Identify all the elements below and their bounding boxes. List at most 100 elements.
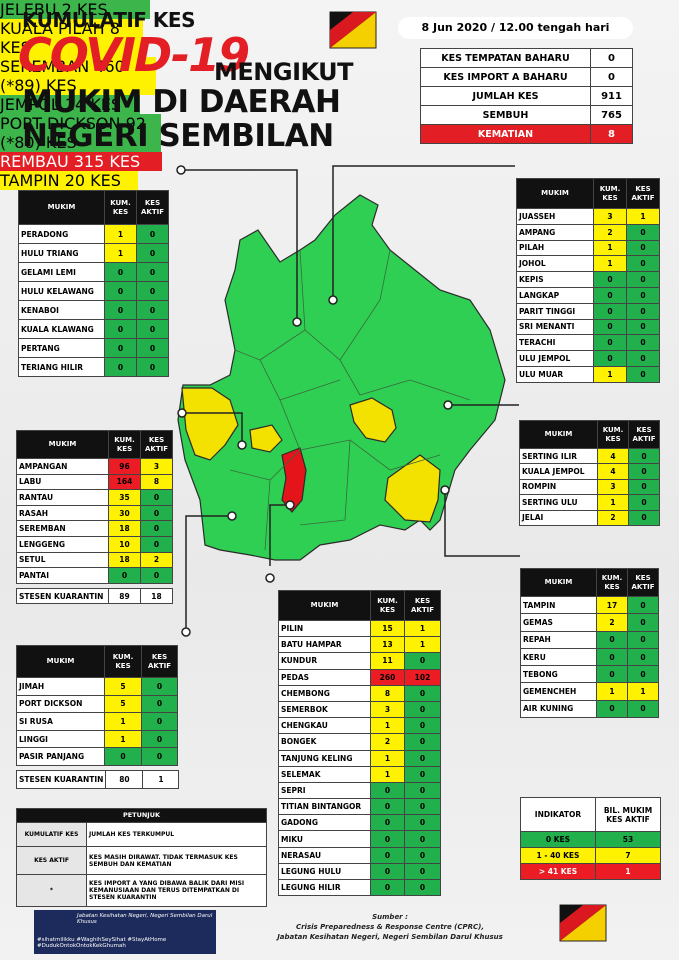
summary-value: 911 bbox=[590, 86, 633, 106]
active-cases: 0 bbox=[627, 665, 659, 684]
mukim-row: GEMENCHEH 1 1 bbox=[520, 682, 659, 701]
legend-term: KUMULATIF KES bbox=[16, 822, 87, 847]
mukim-name: PERADONG bbox=[18, 224, 105, 244]
mukim-row: SETUL 18 2 bbox=[16, 551, 173, 569]
cumulative-cases: 11 bbox=[370, 652, 405, 670]
mukim-row: ULU JEMPOL 0 0 bbox=[516, 350, 660, 367]
cumulative-cases: 1 bbox=[593, 255, 627, 273]
cumulative-cases: 1 bbox=[104, 224, 137, 244]
column-header: MUKIM bbox=[516, 178, 594, 209]
mukim-name: LEGUNG HILIR bbox=[278, 878, 371, 897]
mukim-name: SERTING ULU bbox=[519, 494, 598, 511]
mukim-name: STESEN KUARANTIN bbox=[16, 587, 109, 605]
cumulative-cases: 260 bbox=[370, 668, 405, 686]
mukim-name: MIKU bbox=[278, 830, 371, 848]
connector-dot bbox=[292, 317, 302, 327]
header-row: MUKIM KUM. KES KES AKTIF bbox=[16, 645, 178, 678]
cumulative-cases: 0 bbox=[370, 862, 405, 881]
header-row: MUKIM KUM. KES KES AKTIF bbox=[18, 190, 169, 225]
mukim-row: NERASAU 0 0 bbox=[278, 846, 441, 864]
summary-label: KEMATIAN bbox=[420, 124, 591, 144]
cumulative-cases: 0 bbox=[596, 647, 628, 667]
title-line: KUMULATIF KES bbox=[22, 8, 195, 32]
mukim-row: REPAH 0 0 bbox=[520, 630, 659, 649]
mukim-row: SEMERBOK 3 0 bbox=[278, 700, 441, 719]
mukim-name: TAMPIN bbox=[520, 595, 597, 615]
connector-dot bbox=[440, 485, 450, 495]
mukim-name: TITIAN BINTANGOR bbox=[278, 798, 371, 816]
cumulative-cases: 96 bbox=[108, 458, 141, 475]
cumulative-cases: 1 bbox=[593, 365, 627, 383]
mukim-row: JELAI 2 0 bbox=[519, 509, 660, 526]
active-cases: 0 bbox=[140, 567, 173, 584]
connector-dot bbox=[181, 627, 191, 637]
mukim-name: KEPIS bbox=[516, 271, 594, 288]
cumulative-cases: 89 bbox=[108, 587, 141, 605]
mukim-name: TERIANG HILIR bbox=[18, 357, 105, 377]
mukim-row: LEGUNG HULU 0 0 bbox=[278, 862, 441, 881]
active-cases: 0 bbox=[628, 447, 660, 465]
cumulative-cases: 2 bbox=[597, 509, 629, 526]
connectors bbox=[176, 165, 520, 637]
hashtags: #DudukOntokOntokKekGhumah bbox=[37, 943, 126, 949]
legend-term: KES AKTIF bbox=[16, 846, 87, 875]
summary-row: KES IMPORT A BAHARU 0 bbox=[420, 67, 633, 87]
mukim-row: SERTING ULU 1 0 bbox=[519, 494, 660, 511]
district-title: JEMPOL 14 KES bbox=[0, 95, 140, 114]
active-cases: 0 bbox=[140, 489, 173, 506]
active-cases: 0 bbox=[404, 781, 441, 800]
active-cases: 0 bbox=[136, 281, 169, 301]
active-cases: 0 bbox=[136, 319, 169, 339]
summary-label: JUMLAH KES bbox=[420, 86, 591, 106]
active-cases: 0 bbox=[627, 595, 659, 615]
mukim-row: PORT DICKSON 5 0 bbox=[16, 694, 178, 714]
cumulative-cases: 13 bbox=[370, 636, 405, 654]
mukim-name: LEGUNG HULU bbox=[278, 862, 371, 881]
column-header: MUKIM bbox=[16, 430, 109, 459]
indicator-count: 53 bbox=[595, 831, 661, 848]
flag-icon-top bbox=[329, 11, 377, 49]
mukim-name: SEMERBOK bbox=[278, 700, 371, 719]
cumulative-cases: 0 bbox=[370, 798, 405, 816]
mukim-row: PILAH 1 0 bbox=[516, 239, 660, 257]
cumulative-cases: 80 bbox=[105, 770, 144, 789]
active-cases: 0 bbox=[404, 765, 441, 783]
mukim-name: SEREMBAN bbox=[16, 520, 109, 537]
legend-title-row: PETUNJUK bbox=[16, 808, 267, 823]
flag-icon-bottom bbox=[559, 904, 607, 942]
connector-dot bbox=[443, 400, 453, 410]
mukim-row: KUALA KLAWANG 0 0 bbox=[18, 319, 169, 339]
title-line: MUKIM DI DAERAH bbox=[22, 84, 341, 120]
active-cases: 0 bbox=[141, 677, 178, 696]
mukim-name: AMPANG bbox=[516, 223, 594, 241]
cumulative-cases: 0 bbox=[593, 302, 627, 320]
mukim-row: LANGKAP 0 0 bbox=[516, 286, 660, 304]
mukim-name: ULU MUAR bbox=[516, 365, 594, 383]
quarantine-table: STESEN KUARANTIN 89 18 bbox=[16, 587, 173, 605]
mukim-name: AIR KUNING bbox=[520, 699, 597, 719]
mukim-name: GELAMI LEMI bbox=[18, 262, 105, 282]
mukim-name: LENGGENG bbox=[16, 535, 109, 553]
mukim-name: PASIR PANJANG bbox=[16, 747, 105, 766]
column-header: KES AKTIF bbox=[404, 590, 441, 621]
cumulative-cases: 4 bbox=[597, 463, 629, 480]
active-cases: 0 bbox=[404, 862, 441, 881]
date: 8 Jun 2020 / 12.00 tengah hari bbox=[398, 17, 633, 39]
source: Sumber : Crisis Preparedness & Response … bbox=[250, 912, 530, 942]
connector-seremban bbox=[182, 412, 243, 445]
source-label: Sumber : bbox=[372, 913, 408, 921]
active-cases: 18 bbox=[140, 587, 173, 605]
legend-desc: JUMLAH KES TERKUMPUL bbox=[86, 822, 267, 847]
cumulative-cases: 0 bbox=[370, 878, 405, 897]
cumulative-cases: 0 bbox=[104, 281, 137, 301]
title-line: MENGIKUT bbox=[214, 58, 354, 86]
column-header: KUM. KES bbox=[104, 645, 142, 678]
active-cases: 0 bbox=[628, 494, 660, 511]
district-table: MUKIM KUM. KES KES AKTIF JUASSEH 3 1 AMPANG 2 0 P… bbox=[516, 178, 660, 383]
mukim-row: LEGUNG HILIR 0 0 bbox=[278, 878, 441, 897]
summary-row: KES TEMPATAN BAHARU 0 bbox=[420, 48, 633, 68]
title-line: NEGERI SEMBILAN bbox=[22, 118, 334, 154]
mukim-row: PEDAS 260 102 bbox=[278, 668, 441, 686]
active-cases: 0 bbox=[404, 878, 441, 897]
